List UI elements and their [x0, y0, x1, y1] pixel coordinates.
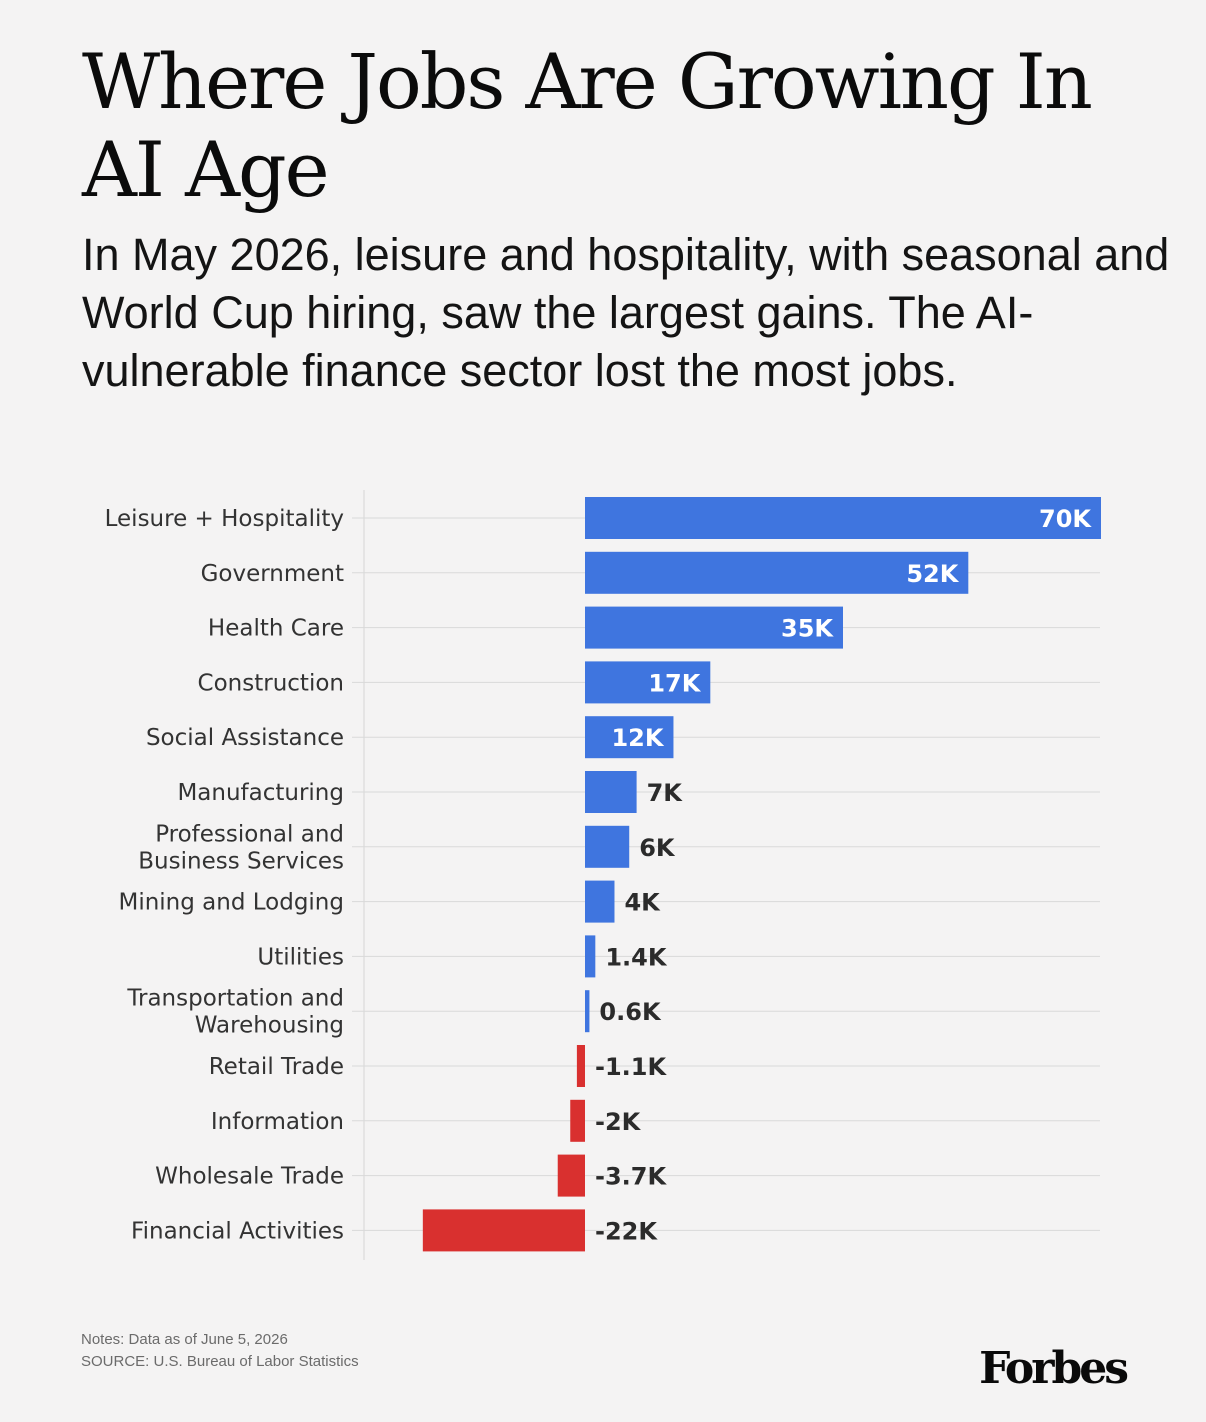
category-label: Manufacturing — [177, 780, 344, 806]
bar — [585, 606, 843, 649]
bar — [585, 497, 1101, 539]
bar — [570, 1099, 585, 1142]
bar-chart: Leisure + Hospitality 70K Government 52K Hea… — [105, 490, 1101, 1260]
category-label: Professional and Business Services — [138, 821, 344, 874]
data-label: -2K — [595, 1108, 642, 1136]
category-label: Transportation and Warehousing — [126, 986, 344, 1039]
chart-footnotes: Notes: Data as of June 5, 2026 SOURCE: U… — [81, 1329, 359, 1373]
source-text: SOURCE: U.S. Bureau of Labor Statistics — [81, 1353, 359, 1370]
data-label: 12K — [611, 724, 664, 752]
notes-text: Notes: Data as of June 5, 2026 — [81, 1331, 288, 1348]
data-label: -22K — [595, 1217, 658, 1245]
bar — [585, 551, 969, 594]
category-label: Health Care — [208, 616, 344, 642]
category-label: Retail Trade — [209, 1054, 344, 1080]
bar — [557, 1154, 585, 1197]
data-label: 70K — [1039, 505, 1092, 533]
category-label: Construction — [198, 670, 344, 696]
bar — [585, 771, 637, 813]
bar — [585, 990, 590, 1033]
bar — [585, 661, 711, 704]
bar — [422, 1209, 585, 1252]
data-label: 35K — [781, 615, 834, 643]
bar — [585, 935, 596, 978]
category-label: Financial Activities — [131, 1218, 344, 1244]
category-label: Social Assistance — [146, 725, 344, 751]
page-title: Where Jobs Are Growing In AI Age — [82, 37, 1093, 214]
data-label: 7K — [647, 779, 684, 807]
data-label: 52K — [906, 560, 959, 588]
data-label: -1.1K — [595, 1053, 667, 1081]
category-label: Government — [201, 561, 344, 587]
category-label: Mining and Lodging — [118, 890, 344, 916]
category-label: Information — [211, 1109, 344, 1135]
page-subtitle: In May 2026, leisure and hospitality, wi… — [82, 229, 1170, 396]
bar — [576, 1045, 585, 1087]
data-label: 1.4K — [605, 943, 668, 971]
data-label: 6K — [639, 834, 676, 862]
category-label: Leisure + Hospitality — [105, 506, 344, 532]
bar — [585, 880, 615, 923]
category-label: Wholesale Trade — [155, 1164, 344, 1190]
data-label: 17K — [648, 669, 701, 697]
category-label: Utilities — [257, 944, 344, 970]
bar — [585, 825, 630, 868]
data-label: 0.6K — [599, 998, 662, 1026]
forbes-logo: Forbes — [979, 1343, 1129, 1394]
data-label: 4K — [624, 889, 661, 917]
bar — [585, 716, 674, 759]
data-label: -3.7K — [595, 1163, 667, 1191]
